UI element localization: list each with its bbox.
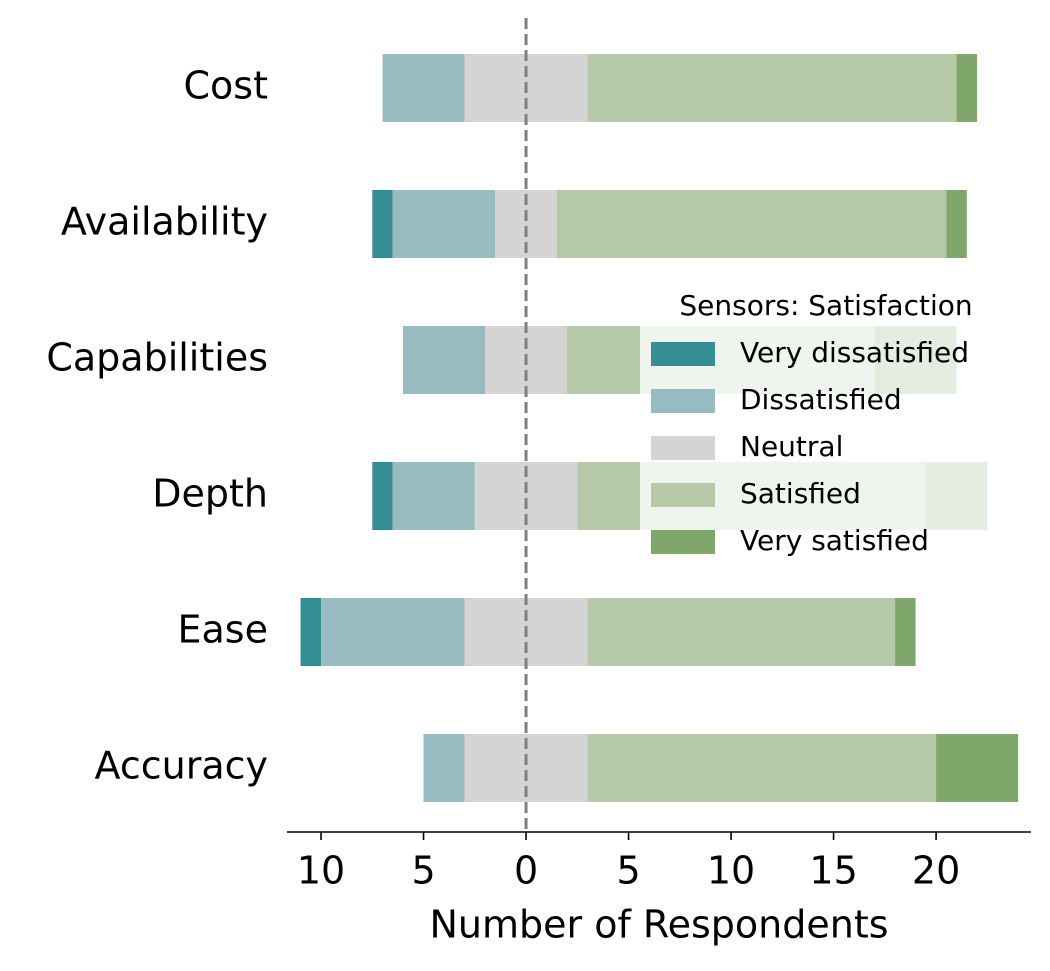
x-axis-label: Number of Respondents [429, 903, 888, 947]
bar-segment [946, 190, 967, 258]
legend-frame [640, 285, 1006, 567]
bar-segment [587, 598, 896, 666]
legend-swatch [651, 342, 715, 366]
y-tick-label: Ease [178, 608, 268, 652]
x-tick-label: 0 [514, 849, 538, 893]
x-tick-label: 15 [809, 849, 857, 893]
bar-segment [423, 734, 465, 802]
y-tick-label: Availability [61, 200, 268, 244]
legend-swatch [651, 530, 715, 554]
legend-swatch [651, 389, 715, 413]
legend-label: Neutral [740, 430, 843, 463]
bar-segment [956, 54, 978, 122]
y-tick-label: Accuracy [95, 744, 269, 788]
legend-swatch [651, 436, 715, 460]
bar-segment [587, 54, 957, 122]
x-tick-label: 10 [707, 849, 755, 893]
legend-title: Sensors: Satisfaction [679, 289, 972, 322]
legend: Sensors: Satisfaction Very dissatisfied Di… [640, 285, 1006, 567]
bar-segment [300, 598, 322, 666]
y-tick-label: Capabilities [46, 336, 268, 380]
bar-segment [372, 462, 393, 530]
legend-swatch [651, 483, 715, 507]
bar-segment [936, 734, 1019, 802]
x-tick-label: 5 [411, 849, 435, 893]
bar-segment [382, 54, 465, 122]
legend-label: Very dissatisfied [740, 336, 969, 369]
bar-segment [392, 462, 475, 530]
y-tick-label: Depth [152, 472, 268, 516]
x-tick-label: 20 [912, 849, 960, 893]
bar-segment [403, 326, 486, 394]
x-tick-label: 5 [616, 849, 640, 893]
bar-segment [556, 190, 947, 258]
y-tick-label: Cost [184, 64, 268, 108]
bar-segment [321, 598, 465, 666]
x-tick-label: 10 [297, 849, 345, 893]
bar-segment [372, 190, 393, 258]
legend-label: Very satisfied [740, 524, 929, 557]
bar-segment [587, 734, 937, 802]
legend-label: Satisfied [740, 477, 861, 510]
bar-segment [392, 190, 496, 258]
legend-label: Dissatisfied [740, 383, 902, 416]
bar-segment [895, 598, 916, 666]
